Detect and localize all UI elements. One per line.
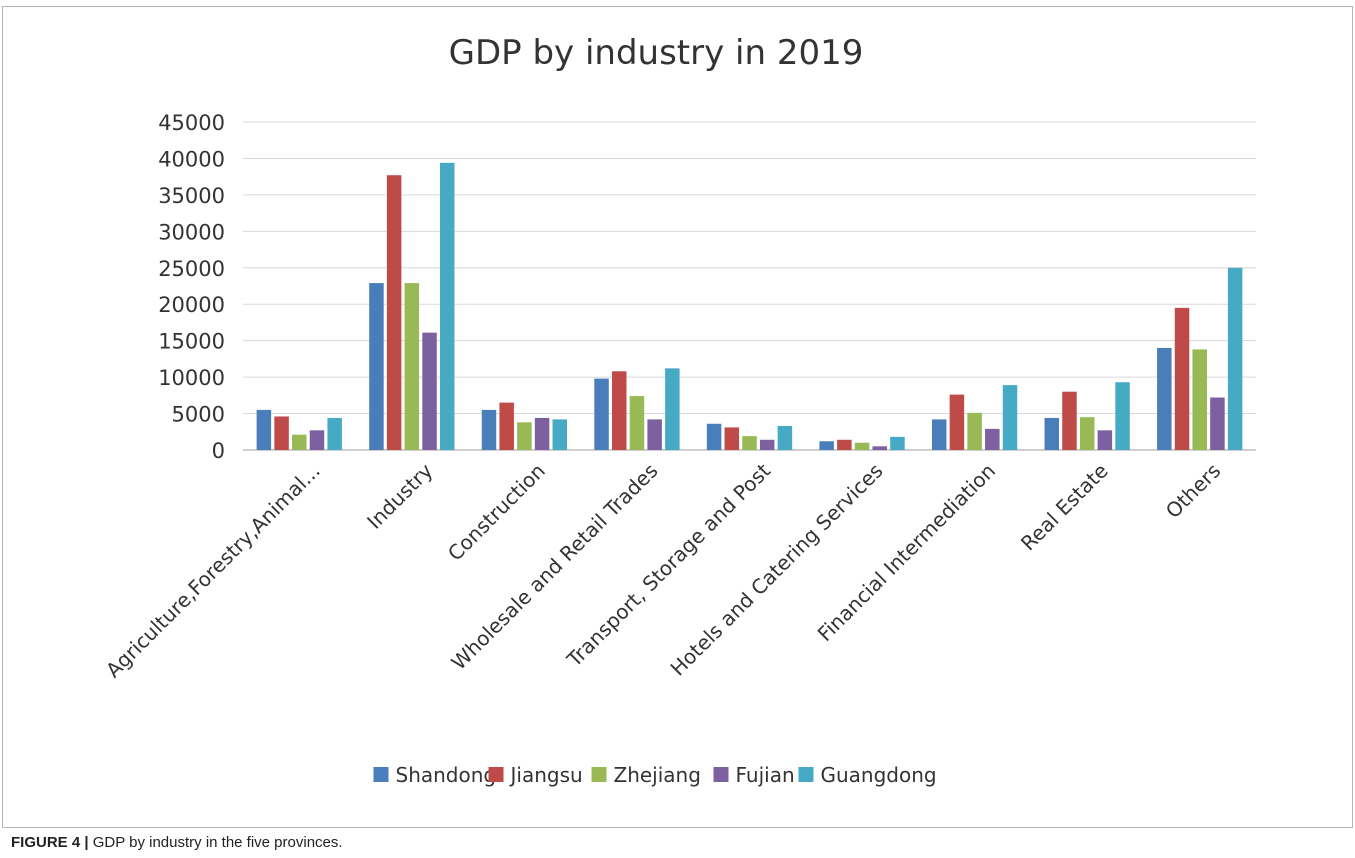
bar-fujian-0 — [309, 430, 325, 450]
legend-swatch-shandong — [373, 767, 389, 782]
legend-label-fujian: Fujian — [736, 763, 795, 787]
bar-shandong-4 — [706, 423, 722, 450]
bar-shandong-5 — [819, 441, 834, 450]
y-tick-label: 0 — [212, 439, 225, 463]
bar-fujian-5 — [872, 446, 888, 450]
bar-jiangsu-6 — [949, 394, 965, 450]
caption-text: GDP by industry in the five provinces. — [88, 834, 343, 851]
x-tick-label: Transport, Storage and Post — [561, 458, 775, 672]
bar-shandong-6 — [931, 419, 947, 450]
bar-jiangsu-5 — [837, 439, 852, 450]
legend-label-shandong: Shandong — [396, 763, 497, 787]
legend-label-jiangsu: Jiangsu — [509, 763, 583, 787]
y-tick-label: 10000 — [158, 366, 225, 390]
bar-zhejiang-8 — [1192, 349, 1207, 450]
bar-shandong-8 — [1157, 347, 1172, 450]
bar-shandong-3 — [594, 378, 609, 450]
caption-label: FIGURE 4 | — [11, 834, 89, 851]
bar-fujian-8 — [1210, 397, 1225, 450]
bar-guangdong-4 — [777, 425, 793, 450]
bar-jiangsu-0 — [274, 416, 289, 450]
bar-guangdong-2 — [552, 419, 568, 450]
bar-jiangsu-4 — [724, 427, 740, 450]
bar-jiangsu-8 — [1174, 307, 1190, 450]
bars — [256, 162, 1243, 450]
bar-guangdong-0 — [327, 417, 342, 450]
bar-guangdong-6 — [1002, 385, 1018, 450]
bar-zhejiang-6 — [967, 412, 982, 450]
x-tick-label: Industry — [362, 458, 437, 533]
x-tick-label: Financial Intermediation — [813, 459, 1000, 646]
bar-shandong-2 — [481, 409, 497, 450]
x-tick-label: Construction — [443, 459, 550, 566]
bar-zhejiang-1 — [404, 283, 420, 450]
y-axis-ticks: 0 5000 10000 15000 20000 25000 30000 35000 40000… — [158, 111, 225, 463]
legend: Shandong Jiangsu Zhejiang Fujian Guangdong — [373, 763, 937, 787]
legend-swatch-jiangsu — [488, 767, 504, 782]
bar-jiangsu-1 — [386, 175, 402, 450]
x-tick-label: Agriculture,Forestry,Animal... — [101, 459, 325, 683]
x-tick-label: Others — [1161, 459, 1226, 524]
y-tick-label: 45000 — [158, 111, 225, 135]
bar-guangdong-5 — [890, 436, 905, 450]
legend-label-guangdong: Guangdong — [821, 763, 937, 787]
bar-guangdong-8 — [1227, 267, 1243, 450]
bar-fujian-7 — [1097, 430, 1113, 450]
bar-fujian-3 — [647, 419, 662, 450]
bar-shandong-1 — [369, 283, 384, 450]
bar-zhejiang-5 — [854, 442, 870, 450]
y-tick-label: 35000 — [158, 184, 225, 208]
bar-zhejiang-4 — [742, 436, 757, 450]
bar-fujian-2 — [534, 417, 550, 450]
y-tick-label: 20000 — [158, 293, 225, 317]
bar-jiangsu-7 — [1062, 391, 1077, 450]
figure-caption: FIGURE 4 | GDP by industry in the five p… — [11, 834, 343, 851]
bar-guangdong-7 — [1115, 382, 1130, 450]
bar-zhejiang-3 — [629, 396, 645, 450]
bar-jiangsu-3 — [611, 371, 627, 450]
bar-fujian-1 — [422, 332, 437, 450]
bar-chart: GDP by industry in 2019 0 5000 10000 15000 2… — [101, 33, 1256, 787]
legend-swatch-zhejiang — [591, 767, 607, 782]
legend-swatch-guangdong — [798, 767, 814, 782]
x-tick-label: Wholesale and Retail Trades — [446, 459, 662, 675]
bar-shandong-0 — [256, 409, 272, 450]
x-tick-label: Hotels and Catering Services — [666, 459, 888, 681]
y-tick-label: 15000 — [158, 330, 225, 354]
bar-guangdong-1 — [439, 162, 455, 450]
bar-zhejiang-2 — [517, 422, 532, 450]
y-tick-label: 30000 — [158, 220, 225, 244]
legend-label-zhejiang: Zhejiang — [614, 763, 701, 787]
bar-shandong-7 — [1044, 417, 1060, 450]
bar-fujian-6 — [985, 428, 1000, 450]
bar-jiangsu-2 — [499, 402, 514, 450]
bar-guangdong-3 — [665, 368, 680, 450]
y-tick-label: 25000 — [158, 257, 225, 281]
bar-zhejiang-7 — [1079, 417, 1095, 450]
bar-fujian-4 — [759, 439, 775, 450]
x-tick-label: Real Estate — [1016, 459, 1113, 556]
x-axis-ticks: Agriculture,Forestry,Animal... Industry Co… — [101, 458, 1225, 682]
y-tick-label: 5000 — [172, 403, 225, 427]
chart-title: GDP by industry in 2019 — [449, 33, 864, 73]
legend-swatch-fujian — [713, 767, 729, 782]
y-tick-label: 40000 — [158, 147, 225, 171]
bar-zhejiang-0 — [292, 434, 307, 450]
